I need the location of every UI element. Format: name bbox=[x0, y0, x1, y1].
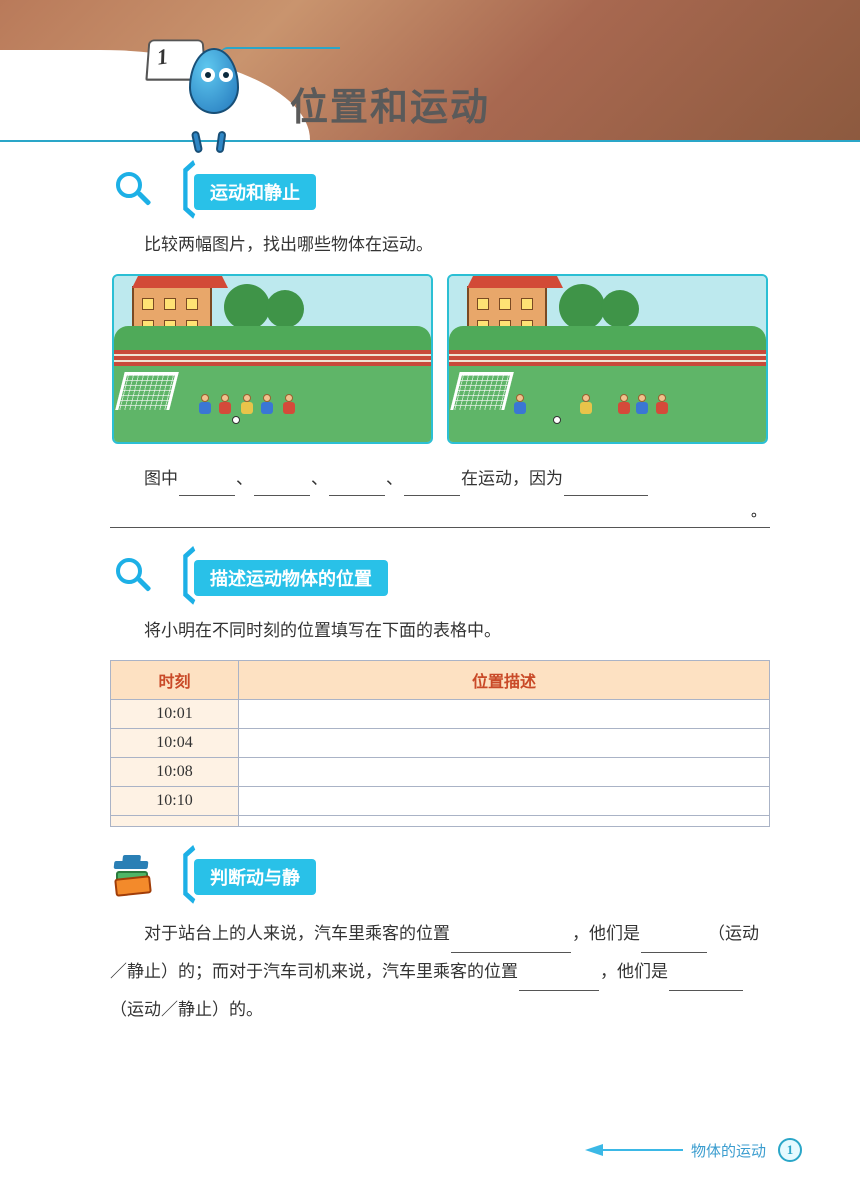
compare-pictures bbox=[112, 274, 768, 444]
time-cell bbox=[111, 816, 239, 827]
kid-icon bbox=[655, 394, 669, 418]
arrow-icon bbox=[585, 1144, 603, 1156]
section-tag-describe-position: 〔 描述运动物体的位置 bbox=[110, 556, 770, 600]
ball-icon bbox=[232, 416, 240, 424]
page-content: 〔 运动和静止 比较两幅图片，找出哪些物体在运动。 图中、、、在运动，因为 〔 … bbox=[0, 140, 860, 1029]
scene-right bbox=[447, 274, 768, 444]
section3-paragraph[interactable]: 对于站台上的人来说，汽车里乘客的位置，他们是（运动／静止）的；而对于汽车司机来说… bbox=[110, 915, 770, 1029]
section3-label: 判断动与静 bbox=[194, 859, 316, 895]
desc-cell[interactable] bbox=[239, 816, 770, 827]
position-table: 时刻 位置描述 10:0110:0410:0810:10 bbox=[110, 660, 770, 827]
kid-icon bbox=[282, 394, 296, 418]
kid-icon bbox=[579, 394, 593, 418]
table-row: 10:04 bbox=[111, 729, 770, 758]
table-row bbox=[111, 816, 770, 827]
scene-left bbox=[112, 274, 433, 444]
col-time: 时刻 bbox=[111, 661, 239, 700]
table-row: 10:01 bbox=[111, 700, 770, 729]
time-cell: 10:01 bbox=[111, 700, 239, 729]
kid-icon bbox=[617, 394, 631, 418]
section2-label: 描述运动物体的位置 bbox=[194, 560, 388, 596]
col-desc: 位置描述 bbox=[239, 661, 770, 700]
time-cell: 10:08 bbox=[111, 758, 239, 787]
kid-icon bbox=[635, 394, 649, 418]
table-row: 10:10 bbox=[111, 787, 770, 816]
ball-icon bbox=[553, 416, 561, 424]
table-row: 10:08 bbox=[111, 758, 770, 787]
time-cell: 10:04 bbox=[111, 729, 239, 758]
fill-in-line-1[interactable]: 图中、、、在运动，因为 bbox=[110, 462, 770, 496]
section-tag-motion-rest: 〔 运动和静止 bbox=[110, 170, 770, 214]
desc-cell[interactable] bbox=[239, 729, 770, 758]
table-header-row: 时刻 位置描述 bbox=[111, 661, 770, 700]
desc-cell[interactable] bbox=[239, 700, 770, 729]
footer-text: 物体的运动 bbox=[691, 1140, 766, 1161]
time-cell: 10:10 bbox=[111, 787, 239, 816]
desc-cell[interactable] bbox=[239, 787, 770, 816]
kid-icon bbox=[198, 394, 212, 418]
chapter-title: 位置和运动 bbox=[290, 76, 490, 131]
arrow-line bbox=[603, 1149, 683, 1151]
section2-intro: 将小明在不同时刻的位置填写在下面的表格中。 bbox=[110, 616, 770, 646]
section1-label: 运动和静止 bbox=[194, 174, 316, 210]
header-separator bbox=[0, 140, 860, 142]
magnifier-icon bbox=[110, 170, 154, 214]
bracket-icon: 〔 bbox=[154, 856, 196, 898]
bracket-icon: 〔 bbox=[154, 171, 196, 213]
fill-prefix: 图中 bbox=[144, 469, 178, 488]
page-number: 1 bbox=[778, 1138, 802, 1162]
fill-in-line-2[interactable] bbox=[110, 500, 770, 528]
section-tag-judge-motion: 〔 判断动与静 bbox=[110, 855, 770, 899]
desc-cell[interactable] bbox=[239, 758, 770, 787]
mascot-icon: 1 bbox=[145, 20, 245, 135]
water-drop-icon bbox=[189, 48, 239, 114]
section1-intro: 比较两幅图片，找出哪些物体在运动。 bbox=[110, 230, 770, 260]
kid-icon bbox=[513, 394, 527, 418]
kid-icon bbox=[240, 394, 254, 418]
page-footer: 物体的运动 1 bbox=[585, 1138, 802, 1162]
kid-icon bbox=[260, 394, 274, 418]
kid-icon bbox=[218, 394, 232, 418]
fill-mid: 在运动，因为 bbox=[461, 469, 563, 488]
bracket-icon: 〔 bbox=[154, 557, 196, 599]
graduation-books-icon bbox=[110, 855, 154, 899]
magnifier-icon bbox=[110, 556, 154, 600]
